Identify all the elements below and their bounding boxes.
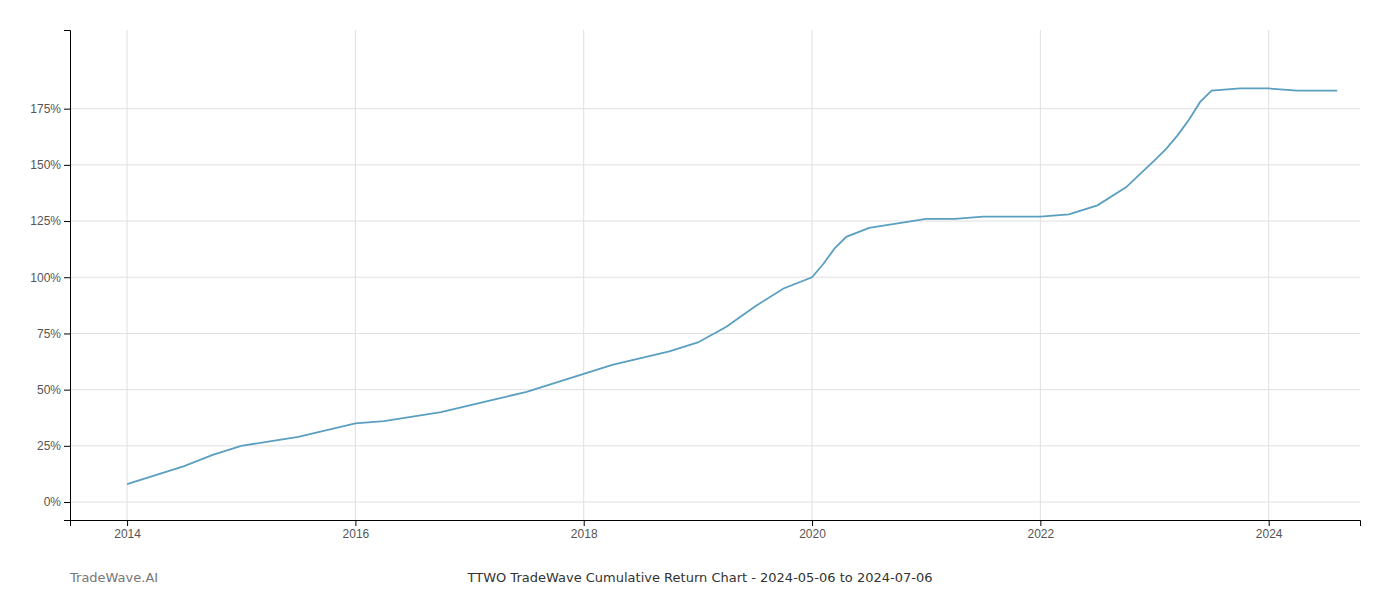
tick: 75% <box>37 327 70 341</box>
tick: 2014 <box>114 520 141 541</box>
grid-line <box>70 221 1360 222</box>
tick-label: 2018 <box>571 527 598 541</box>
grid-line <box>70 445 1360 446</box>
tick-mark <box>64 502 70 503</box>
tick-label: 25% <box>37 439 61 453</box>
tick: 25% <box>37 439 70 453</box>
y-axis: 0% 25% 50% 75% 100% 125% 150% 175% <box>30 31 70 521</box>
grid <box>70 30 1360 520</box>
grid-line <box>1040 30 1041 520</box>
tick: 175% <box>30 102 70 116</box>
grid-line <box>70 277 1360 278</box>
plot <box>127 88 1337 484</box>
tick: 2020 <box>799 520 826 541</box>
tick: 100% <box>30 271 70 285</box>
tick-mark <box>64 221 70 222</box>
tick-mark <box>584 520 585 526</box>
tick: 125% <box>30 214 70 228</box>
tick-label: 75% <box>37 327 61 341</box>
tick-mark <box>64 446 70 447</box>
tick-label: 150% <box>30 158 61 172</box>
title: TTWO TradeWave Cumulative Return Chart -… <box>467 570 933 585</box>
tick-mark <box>64 109 70 110</box>
tick-mark <box>127 520 128 526</box>
tick-label: 2014 <box>114 527 141 541</box>
x-axis: 2014 2016 2018 2020 2022 2024 <box>71 520 1361 541</box>
tick-mark <box>64 333 70 334</box>
grid-line <box>70 502 1360 503</box>
grid-line <box>70 164 1360 165</box>
tick-label: 2022 <box>1028 527 1055 541</box>
tick-mark <box>1040 520 1041 526</box>
tick-label: 100% <box>30 271 61 285</box>
tick-label: 0% <box>44 495 62 509</box>
tick-label: 175% <box>30 102 61 116</box>
tick-mark <box>64 390 70 391</box>
grid-line <box>70 389 1360 390</box>
tick: 2016 <box>343 520 370 541</box>
tick: 0% <box>44 495 70 509</box>
tick: 150% <box>30 158 70 172</box>
tick-label: 2024 <box>1256 527 1283 541</box>
tick-label: 2020 <box>799 527 826 541</box>
grid-line <box>812 30 813 520</box>
chart: 2014 2016 2018 2020 2022 2024 0% 25% 50% 75% 100% 1… <box>0 0 1400 600</box>
tick: 2024 <box>1256 520 1283 541</box>
tick: 50% <box>37 383 70 397</box>
tick-label: 2016 <box>343 527 370 541</box>
tick: 2018 <box>571 520 598 541</box>
line <box>127 88 1337 484</box>
axis-line <box>71 521 1361 527</box>
grid-line <box>355 30 356 520</box>
tick-label: 125% <box>30 214 61 228</box>
grid-line <box>70 108 1360 109</box>
tick-mark <box>64 277 70 278</box>
tick-mark <box>812 520 813 526</box>
grid-line <box>1268 30 1269 520</box>
tick-label: 50% <box>37 383 61 397</box>
tick-mark <box>64 165 70 166</box>
watermark: TradeWave.AI <box>69 570 158 585</box>
tick-mark <box>355 520 356 526</box>
axis-line <box>64 31 71 521</box>
tick: 2022 <box>1028 520 1055 541</box>
grid-line <box>127 30 128 520</box>
tick-mark <box>1269 520 1270 526</box>
grid-line <box>583 30 584 520</box>
